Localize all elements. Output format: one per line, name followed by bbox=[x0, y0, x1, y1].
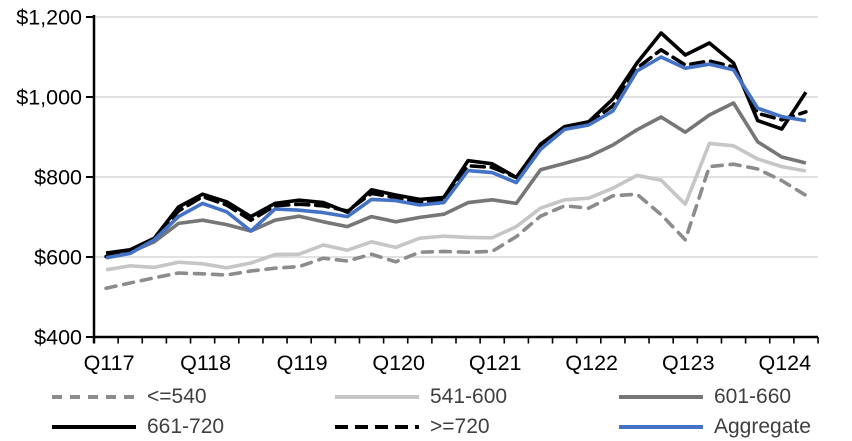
y-tick-label: $800 bbox=[34, 166, 82, 190]
x-axis-ticks bbox=[93, 337, 819, 344]
legend-label: Aggregate bbox=[714, 415, 811, 438]
series-line-661-720 bbox=[105, 31, 808, 255]
legend-line-sample-601-660 bbox=[619, 395, 703, 399]
y-tick-label: $600 bbox=[34, 246, 82, 270]
legend-item-601-660: 601-660 bbox=[617, 384, 791, 410]
legend-item-541-600: 541-600 bbox=[333, 384, 507, 410]
x-tick-label: Q119 bbox=[277, 351, 328, 375]
legend-label: >=720 bbox=[430, 415, 490, 438]
series-line--540 bbox=[104, 162, 808, 291]
y-tick-label: $1,000 bbox=[16, 86, 82, 110]
x-tick-label: Q120 bbox=[372, 351, 425, 375]
x-axis-labels: Q117 Q118 Q119 Q120 Q121 Q122 Q123 Q124 bbox=[84, 351, 812, 375]
y-tick-label: $1,200 bbox=[16, 6, 82, 30]
series-line-601-660 bbox=[105, 101, 807, 257]
x-tick-label: Q117 bbox=[84, 351, 135, 375]
legend-line-sample-541-600 bbox=[335, 395, 419, 399]
y-axis-ticks bbox=[86, 16, 94, 338]
legend-item-le540: <=540 bbox=[50, 384, 207, 410]
legend-label: 661-720 bbox=[147, 415, 225, 438]
series-lines bbox=[104, 31, 808, 291]
x-tick-label: Q123 bbox=[662, 351, 715, 375]
y-axis-labels: $400 $600 $800 $1,000 $1,200 bbox=[16, 6, 82, 350]
x-tick-label: Q118 bbox=[180, 351, 231, 375]
series-line--720 bbox=[104, 47, 808, 259]
legend-line-sample-ge720 bbox=[335, 425, 419, 429]
legend-item-aggregate: Aggregate bbox=[617, 414, 811, 440]
chart-legend: <=540 541-600 601-660 661-720 >=720 Aggr… bbox=[0, 380, 852, 441]
series-line-aggregate bbox=[105, 55, 807, 260]
legend-line-sample-661-720 bbox=[52, 425, 136, 429]
legend-label: 541-600 bbox=[430, 385, 508, 408]
legend-item-ge720: >=720 bbox=[333, 414, 490, 440]
legend-line-sample-aggregate bbox=[619, 425, 703, 429]
legend-line-sample-le540 bbox=[52, 395, 136, 399]
legend-label: 601-660 bbox=[714, 385, 792, 408]
series-line-541-600 bbox=[105, 141, 807, 272]
legend-label: <=540 bbox=[147, 385, 207, 408]
x-tick-label: Q124 bbox=[758, 351, 811, 375]
legend-item-661-720: 661-720 bbox=[50, 414, 224, 440]
x-tick-label: Q122 bbox=[565, 351, 618, 375]
y-tick-label: $400 bbox=[34, 326, 82, 350]
plot-area: $400 $600 $800 $1,000 $1,200 Q117 Q118 Q119 Q12… bbox=[16, 6, 819, 375]
x-tick-label: Q121 bbox=[469, 351, 522, 375]
